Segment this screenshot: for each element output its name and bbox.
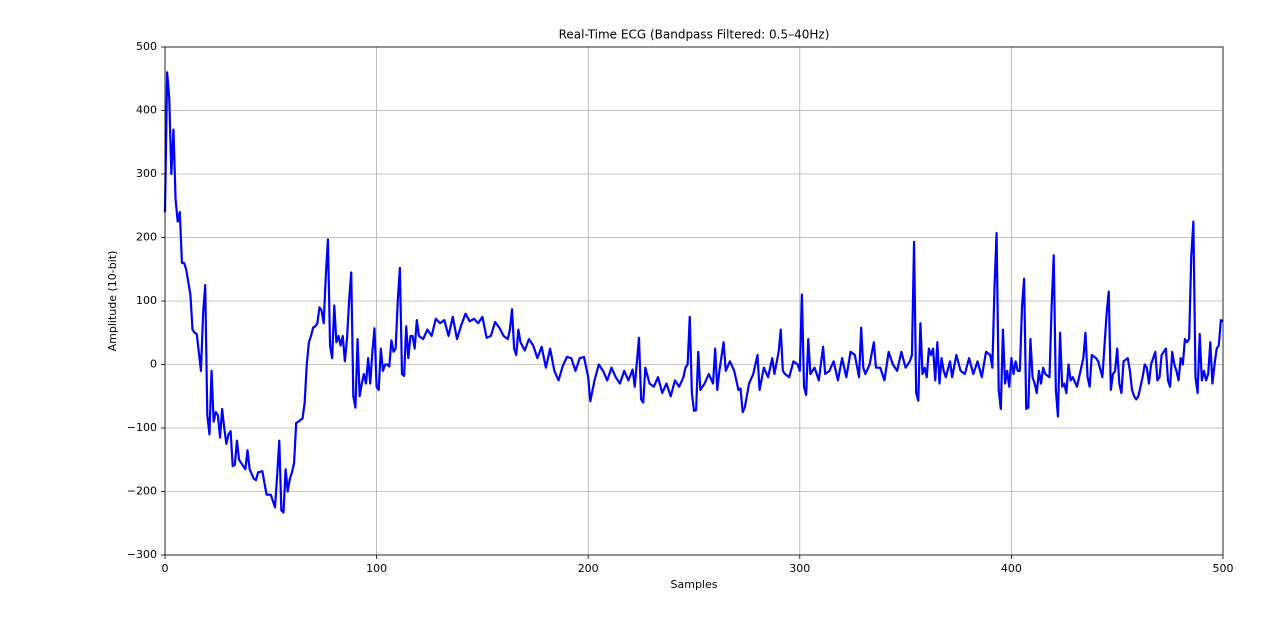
x-tick-label: 500 xyxy=(1213,562,1234,575)
x-tick-label: 0 xyxy=(162,562,169,575)
x-tick-label: 200 xyxy=(578,562,599,575)
y-tick-label: −300 xyxy=(127,548,157,561)
y-tick-label: 500 xyxy=(136,40,157,53)
x-tick-label: 300 xyxy=(789,562,810,575)
y-tick-label: 300 xyxy=(136,167,157,180)
y-tick-label: 0 xyxy=(150,358,157,371)
x-tick-label: 100 xyxy=(366,562,387,575)
y-tick-label: 200 xyxy=(136,231,157,244)
y-tick-label: −100 xyxy=(127,421,157,434)
ecg-line xyxy=(163,71,1224,514)
x-tick-label: 400 xyxy=(1001,562,1022,575)
y-axis-label: Amplitude (10-bit) xyxy=(106,251,119,352)
tick-layer: 0 100 200 300 400 500 −300 −200 −100 0 100 200 300 40… xyxy=(127,40,1234,575)
plot-layer xyxy=(163,71,1224,514)
y-tick-label: 400 xyxy=(136,104,157,117)
y-tick-label: 100 xyxy=(136,294,157,307)
x-axis-label: Samples xyxy=(671,578,718,591)
chart-title: Real-Time ECG (Bandpass Filtered: 0.5–40… xyxy=(559,28,830,42)
y-tick-label: −200 xyxy=(127,485,157,498)
